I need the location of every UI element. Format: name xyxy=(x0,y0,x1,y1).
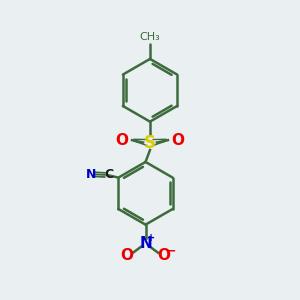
Text: +: + xyxy=(146,233,155,243)
Text: C: C xyxy=(104,168,113,182)
Text: O: O xyxy=(121,248,134,263)
Text: S: S xyxy=(144,134,156,152)
Text: −: − xyxy=(165,244,176,257)
Text: CH₃: CH₃ xyxy=(140,32,160,43)
Text: O: O xyxy=(172,133,184,148)
Text: O: O xyxy=(116,133,128,148)
Text: N: N xyxy=(139,236,152,251)
Text: O: O xyxy=(158,248,170,263)
Text: N: N xyxy=(86,168,96,181)
